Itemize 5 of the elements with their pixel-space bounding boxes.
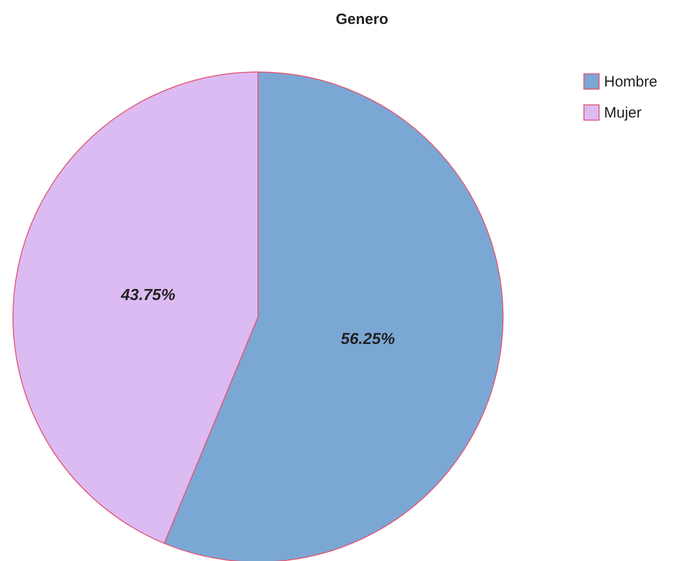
chart-title: Genero [336, 11, 388, 28]
legend-label: Mujer [604, 104, 642, 122]
data-label: 43.75% [120, 287, 176, 304]
data-label: 56.25% [340, 330, 395, 348]
legend-label: Hombre [604, 74, 658, 90]
